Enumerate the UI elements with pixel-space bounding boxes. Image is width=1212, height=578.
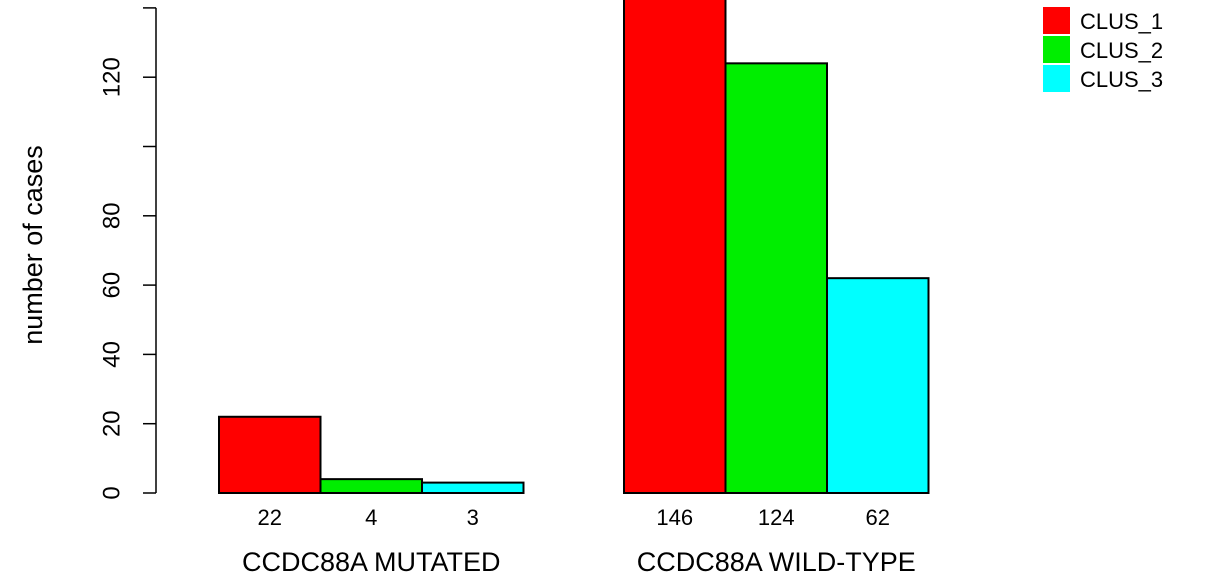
- y-tick-label: 120: [99, 57, 126, 97]
- y-tick-label: 80: [99, 202, 126, 229]
- legend-label: CLUS_3: [1080, 67, 1163, 92]
- bar-value-label: 62: [866, 505, 890, 530]
- y-tick-label: 40: [99, 341, 126, 368]
- group-label: CCDC88A WILD-TYPE: [637, 547, 916, 577]
- legend-label: CLUS_1: [1080, 9, 1163, 34]
- bar-clus-1: [623, 0, 727, 495]
- bar-value-labels: 22 4 3 146 124 62: [258, 505, 890, 530]
- bar-clus-2: [724, 62, 828, 495]
- bar-clus-3: [826, 277, 930, 495]
- legend-label: CLUS_2: [1080, 38, 1163, 63]
- bars: [218, 0, 930, 495]
- bar-value-label: 3: [467, 505, 479, 530]
- bar-value-label: 146: [656, 505, 693, 530]
- bar-clus-3: [421, 481, 525, 495]
- y-tick-label: 0: [99, 486, 126, 499]
- y-tick-label: 60: [99, 272, 126, 299]
- y-tick-label: 20: [99, 410, 126, 437]
- bar-clus-1: [218, 415, 322, 494]
- legend-swatch: [1043, 7, 1070, 34]
- legend: CLUS_1 CLUS_2 CLUS_3: [1043, 7, 1163, 92]
- legend-swatch: [1043, 65, 1070, 92]
- group-label: CCDC88A MUTATED: [242, 547, 501, 577]
- legend-swatch: [1043, 36, 1070, 63]
- bar-value-label: 124: [758, 505, 795, 530]
- y-axis: 0 20 40 60 80 120: [99, 7, 157, 500]
- bar-value-label: 22: [258, 505, 282, 530]
- bar-value-label: 4: [365, 505, 377, 530]
- y-axis-title: number of cases: [18, 145, 48, 345]
- group-labels: CCDC88A MUTATED CCDC88A WILD-TYPE: [242, 547, 916, 577]
- bar-clus-2: [319, 478, 423, 495]
